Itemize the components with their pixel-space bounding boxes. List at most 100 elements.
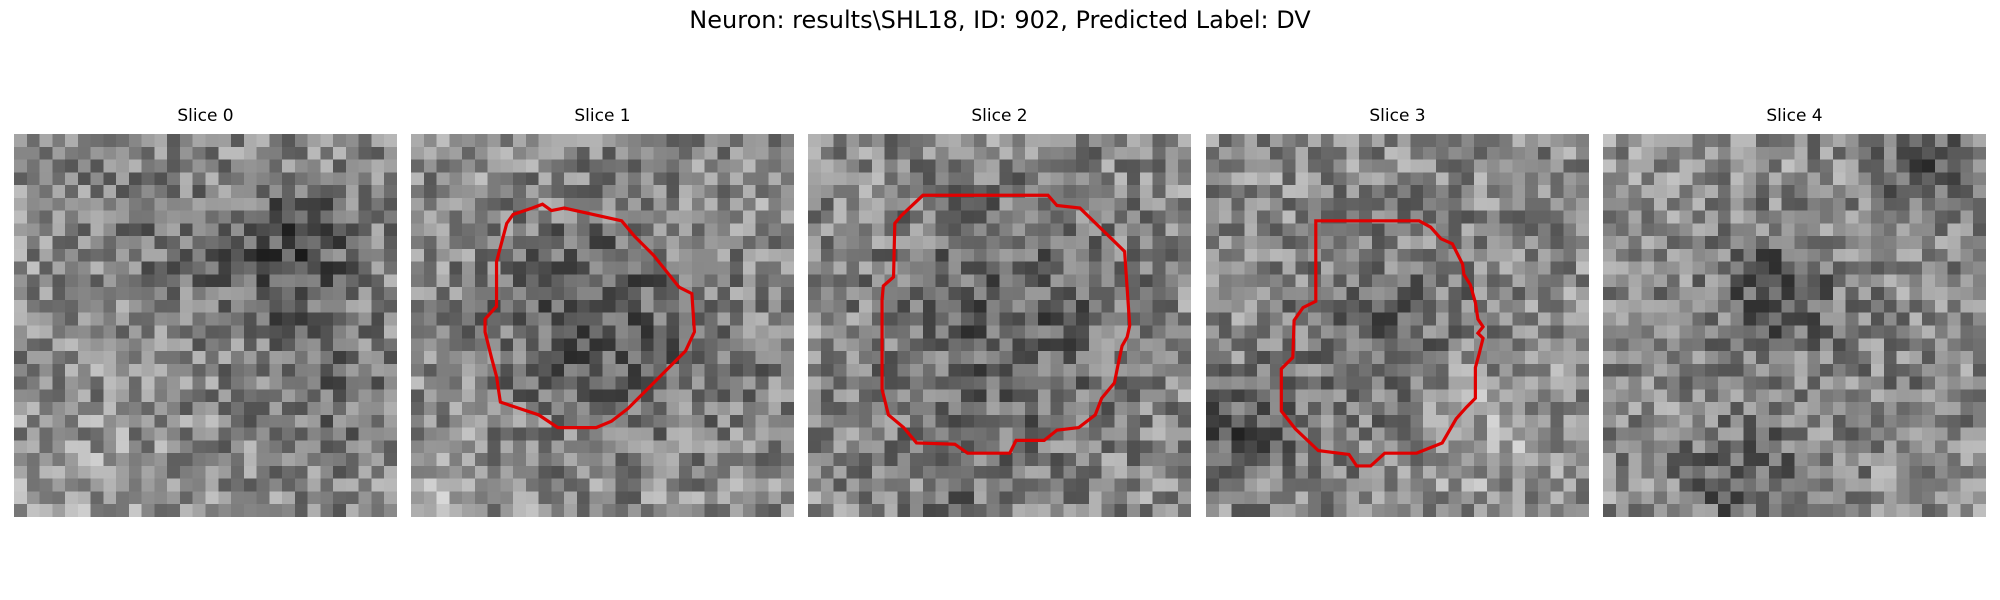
pixel — [526, 211, 539, 224]
pixel — [1385, 479, 1398, 492]
pixel — [1295, 364, 1308, 377]
pixel — [974, 211, 987, 224]
pixel — [1667, 491, 1680, 504]
pixel — [320, 185, 333, 198]
pixel — [488, 134, 501, 147]
pixel — [359, 389, 372, 402]
pixel — [462, 326, 475, 339]
pixel — [910, 172, 923, 185]
pixel — [1551, 402, 1564, 415]
pixel — [1705, 415, 1718, 428]
pixel — [551, 453, 564, 466]
pixel — [1782, 172, 1795, 185]
pixel — [1385, 313, 1398, 326]
pixel — [1629, 185, 1642, 198]
pixel — [1846, 466, 1859, 479]
pixel — [1973, 262, 1986, 275]
pixel — [333, 287, 346, 300]
pixel — [1270, 249, 1283, 262]
pixel — [1897, 338, 1910, 351]
pixel — [821, 172, 834, 185]
pixel — [1551, 440, 1564, 453]
pixel — [1884, 160, 1897, 173]
pixel — [475, 364, 488, 377]
pixel — [756, 313, 769, 326]
pixel — [923, 300, 936, 313]
pixel — [513, 466, 526, 479]
pixel — [1973, 249, 1986, 262]
pixel — [231, 223, 244, 236]
pixel — [359, 300, 372, 313]
pixel — [1807, 504, 1820, 517]
pixel — [1334, 402, 1347, 415]
pixel — [1206, 377, 1219, 390]
pixel — [859, 185, 872, 198]
pixel — [1884, 440, 1897, 453]
pixel — [103, 440, 116, 453]
pixel — [437, 236, 450, 249]
pixel — [1283, 300, 1296, 313]
pixel — [730, 313, 743, 326]
pixel — [1321, 313, 1334, 326]
pixel — [1334, 262, 1347, 275]
pixel — [1705, 262, 1718, 275]
pixel — [1769, 389, 1782, 402]
pixel — [346, 211, 359, 224]
pixel — [40, 172, 53, 185]
pixel — [705, 491, 718, 504]
pixel — [1692, 428, 1705, 441]
pixel — [206, 300, 219, 313]
pixel — [1756, 211, 1769, 224]
pixel — [743, 236, 756, 249]
pixel — [1232, 211, 1245, 224]
pixel — [615, 160, 628, 173]
pixel — [206, 364, 219, 377]
pixel — [193, 236, 206, 249]
pixel — [424, 491, 437, 504]
pixel — [244, 211, 257, 224]
pixel — [1973, 134, 1986, 147]
pixel — [1743, 389, 1756, 402]
pixel — [781, 466, 794, 479]
pixel — [987, 300, 1000, 313]
pixel — [1398, 300, 1411, 313]
pixel — [1909, 262, 1922, 275]
pixel — [1705, 326, 1718, 339]
pixel — [1178, 262, 1191, 275]
pixel — [1576, 479, 1589, 492]
pixel — [1436, 300, 1449, 313]
pixel — [218, 249, 231, 262]
pixel — [1960, 274, 1973, 287]
pixel — [577, 440, 590, 453]
pixel — [52, 504, 65, 517]
pixel — [821, 466, 834, 479]
pixel — [1551, 479, 1564, 492]
pixel — [1140, 389, 1153, 402]
pixel — [1538, 134, 1551, 147]
pixel — [1654, 338, 1667, 351]
pixel — [1283, 479, 1296, 492]
pixel — [1795, 479, 1808, 492]
pixel — [1884, 249, 1897, 262]
pixel — [603, 134, 616, 147]
pixel — [1603, 466, 1616, 479]
pixel — [1038, 415, 1051, 428]
pixel — [551, 326, 564, 339]
pixel — [834, 479, 847, 492]
pixel — [269, 338, 282, 351]
pixel — [1538, 389, 1551, 402]
pixel — [961, 300, 974, 313]
pixel — [1705, 134, 1718, 147]
pixel — [1025, 287, 1038, 300]
pixel — [1743, 351, 1756, 364]
pixel — [641, 453, 654, 466]
pixel — [1603, 479, 1616, 492]
pixel — [1398, 453, 1411, 466]
pixel — [27, 262, 40, 275]
pixel — [859, 491, 872, 504]
pixel — [1423, 236, 1436, 249]
pixel — [948, 134, 961, 147]
pixel — [1743, 172, 1756, 185]
pixel — [961, 351, 974, 364]
pixel — [1063, 351, 1076, 364]
